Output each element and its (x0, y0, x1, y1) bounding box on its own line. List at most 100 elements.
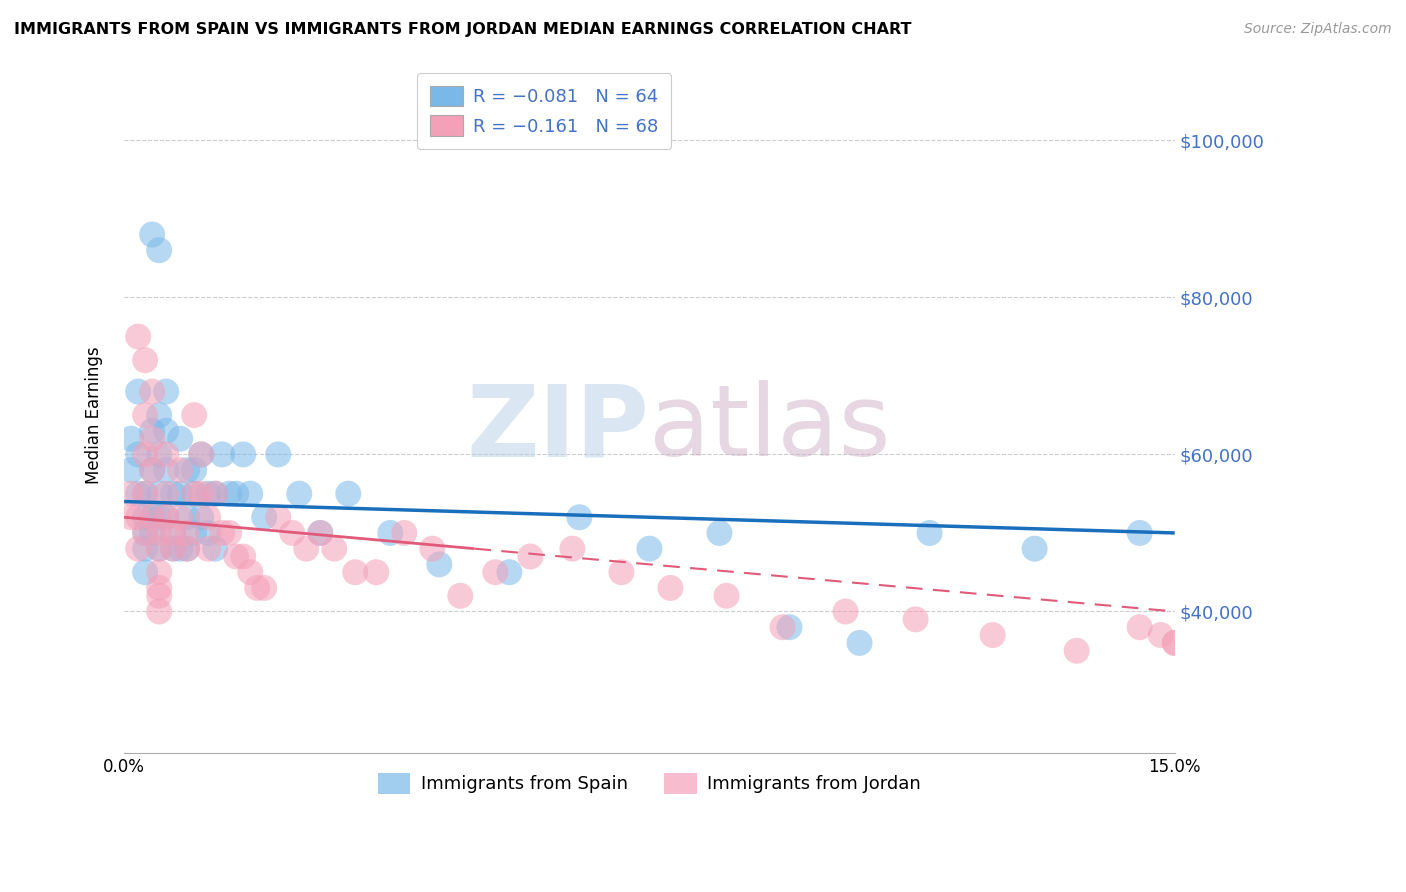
Point (134, 486, 156, 500)
Point (1129, 525, 1152, 540)
Point (127, 384, 149, 399)
Point (1024, 541, 1046, 556)
Point (141, 463, 163, 477)
Point (141, 510, 163, 524)
Point (176, 510, 198, 524)
Point (155, 447, 177, 461)
Point (134, 486, 156, 500)
Point (169, 541, 191, 556)
Point (239, 486, 262, 500)
Point (197, 510, 219, 524)
Point (141, 384, 163, 399)
Point (169, 463, 191, 477)
Point (211, 525, 233, 540)
Point (155, 510, 177, 524)
Point (148, 541, 170, 556)
Point (169, 486, 191, 500)
Point (148, 589, 170, 603)
Point (225, 486, 247, 500)
Point (779, 620, 801, 634)
Point (211, 447, 233, 461)
Point (169, 510, 191, 524)
Point (610, 566, 633, 580)
Point (253, 581, 276, 595)
Point (183, 463, 205, 477)
Point (162, 541, 184, 556)
Point (1066, 644, 1088, 658)
Point (134, 408, 156, 422)
Point (218, 525, 240, 540)
Point (176, 541, 198, 556)
Text: Source: ZipAtlas.com: Source: ZipAtlas.com (1244, 22, 1392, 37)
Text: IMMIGRANTS FROM SPAIN VS IMMIGRANTS FROM JORDAN MEDIAN EARNINGS CORRELATION CHAR: IMMIGRANTS FROM SPAIN VS IMMIGRANTS FROM… (14, 22, 911, 37)
Text: ZIP: ZIP (467, 380, 650, 477)
Point (848, 636, 870, 650)
Point (309, 525, 332, 540)
Point (183, 408, 205, 422)
Point (148, 581, 170, 595)
Point (484, 566, 506, 580)
Point (197, 541, 219, 556)
Point (120, 463, 142, 477)
Point (204, 486, 226, 500)
Point (232, 447, 254, 461)
Point (709, 525, 731, 540)
Point (183, 525, 205, 540)
Text: atlas: atlas (650, 380, 891, 477)
Point (246, 581, 269, 595)
Point (134, 525, 156, 540)
Point (127, 486, 149, 500)
Point (162, 525, 184, 540)
Point (127, 329, 149, 343)
Point (155, 384, 177, 399)
Point (716, 589, 738, 603)
Point (1129, 620, 1152, 634)
Point (148, 605, 170, 619)
Point (253, 510, 276, 524)
Point (183, 486, 205, 500)
Point (134, 566, 156, 580)
Point (162, 486, 184, 500)
Point (638, 541, 661, 556)
Point (281, 525, 304, 540)
Point (120, 432, 142, 446)
Point (134, 447, 156, 461)
Point (141, 227, 163, 242)
Point (169, 432, 191, 446)
Point (134, 353, 156, 368)
Point (190, 447, 212, 461)
Point (148, 541, 170, 556)
Point (127, 541, 149, 556)
Legend: Immigrants from Spain, Immigrants from Jordan: Immigrants from Spain, Immigrants from J… (367, 762, 932, 805)
Point (1164, 636, 1187, 650)
Point (267, 510, 290, 524)
Point (120, 486, 142, 500)
Point (337, 486, 360, 500)
Point (176, 525, 198, 540)
Point (288, 486, 311, 500)
Point (218, 486, 240, 500)
Point (498, 566, 520, 580)
Point (197, 525, 219, 540)
Point (981, 628, 1004, 642)
Point (148, 525, 170, 540)
Point (162, 525, 184, 540)
Point (232, 549, 254, 564)
Point (155, 510, 177, 524)
Point (366, 566, 388, 580)
Point (1164, 636, 1187, 650)
Point (309, 525, 332, 540)
Point (127, 447, 149, 461)
Point (162, 541, 184, 556)
Point (183, 486, 205, 500)
Point (568, 510, 591, 524)
Point (141, 510, 163, 524)
Point (148, 447, 170, 461)
Point (134, 510, 156, 524)
Point (141, 525, 163, 540)
Point (176, 463, 198, 477)
Point (148, 510, 170, 524)
Point (267, 447, 290, 461)
Point (834, 605, 856, 619)
Point (155, 424, 177, 438)
